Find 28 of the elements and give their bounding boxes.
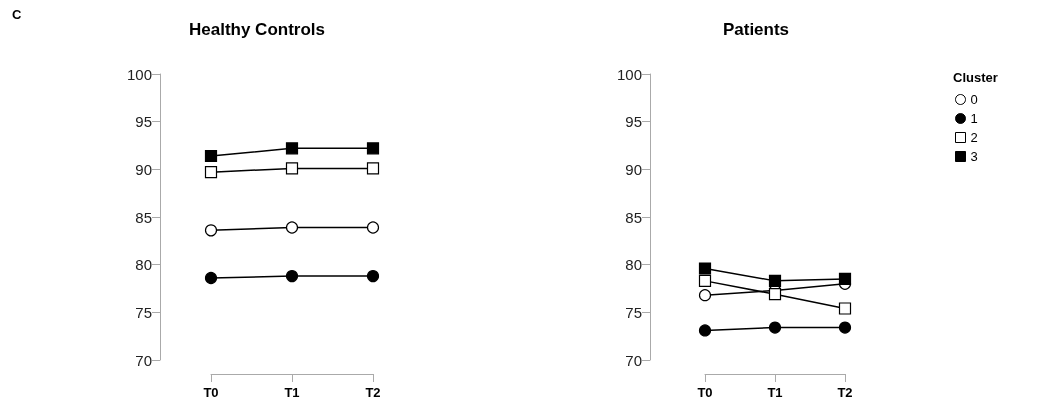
y-tick-label: 80 — [625, 256, 642, 274]
legend-label: 2 — [970, 130, 978, 145]
y-tick-label: 100 — [616, 65, 642, 83]
chart-title: Healthy Controls — [188, 20, 326, 39]
x-tick-label: T2 — [365, 385, 381, 400]
y-tick-label: 75 — [135, 303, 152, 321]
y-tick-label: 85 — [625, 208, 642, 226]
legend-label: 1 — [970, 111, 978, 126]
y-tick-label: 95 — [135, 113, 152, 131]
x-tick-label: T1 — [284, 385, 300, 400]
y-tick-label: 100 — [126, 65, 152, 83]
y-tick-label: 95 — [625, 113, 642, 131]
x-tick-label: T0 — [203, 385, 219, 400]
chart-title: Patients — [722, 20, 790, 39]
y-tick-label: 90 — [135, 160, 152, 178]
legend-title: Cluster — [953, 70, 998, 85]
x-tick-label: T2 — [837, 385, 853, 400]
y-tick-label: 90 — [625, 160, 642, 178]
y-tick-label: 80 — [135, 256, 152, 274]
x-tick-label: T1 — [767, 385, 783, 400]
y-tick-label: 75 — [625, 303, 642, 321]
x-tick-label: T0 — [697, 385, 713, 400]
y-tick-label: 70 — [135, 351, 152, 369]
legend-label: 3 — [970, 149, 978, 164]
y-tick-label: 70 — [625, 351, 642, 369]
y-tick-label: 85 — [135, 208, 152, 226]
legend-label: 0 — [970, 92, 978, 107]
text: C — [12, 7, 22, 22]
